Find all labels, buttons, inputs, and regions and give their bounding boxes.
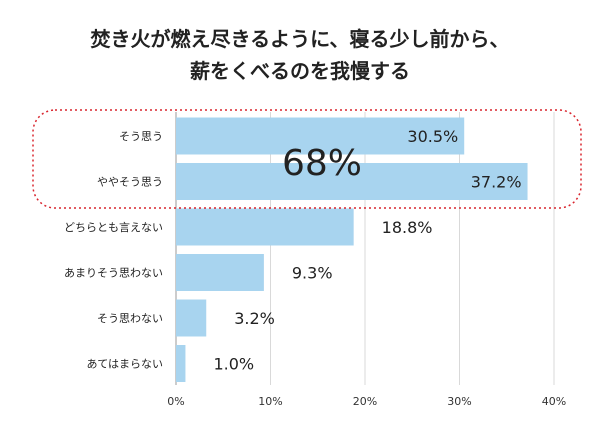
bar [176, 208, 354, 246]
bar [176, 254, 264, 291]
grid-lines [175, 112, 555, 385]
bars [176, 117, 528, 382]
bar [176, 299, 207, 337]
category-label: ややそう思う [97, 176, 163, 189]
value-label: 1.0% [213, 355, 254, 374]
category-label: そう思う [119, 130, 163, 143]
category-label: どちらとも言えない [64, 221, 163, 234]
value-label: 3.2% [234, 309, 275, 328]
x-tick-label: 10% [258, 395, 282, 408]
value-label: 9.3% [292, 264, 333, 283]
chart-title-line-2: 薪をくべるのを我慢する [190, 59, 410, 83]
value-label: 37.2% [471, 173, 522, 192]
highlight-percentage: 68% [282, 143, 362, 184]
x-tick-label: 40% [542, 395, 566, 408]
labels: 0% 10% 20% 30% 40% そう思う 30.5% ややそう思う 37.2% どちらとも言… [64, 127, 566, 408]
x-tick-label: 30% [447, 395, 471, 408]
value-label: 18.8% [382, 218, 433, 237]
chart-title: 焚き火が燃え尽きるように、寝る少し前から、 薪をくべるのを我慢する [91, 27, 510, 83]
category-label: あてはまらない [86, 358, 163, 371]
value-label: 30.5% [407, 127, 458, 146]
x-tick-label: 20% [353, 395, 377, 408]
category-label: あまりそう思わない [64, 267, 163, 280]
bar [176, 163, 528, 200]
category-label: そう思わない [97, 312, 163, 325]
bar [176, 117, 465, 155]
bar [176, 345, 186, 382]
chart-title-line-1: 焚き火が燃え尽きるように、寝る少し前から、 [91, 27, 510, 51]
highlight-box [32, 109, 582, 209]
x-tick-label: 0% [167, 395, 184, 408]
